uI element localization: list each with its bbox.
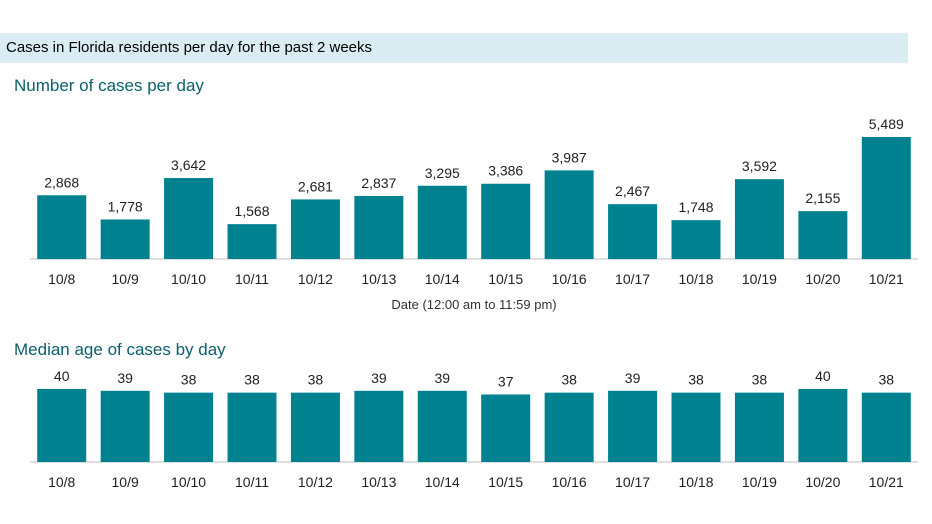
median-age-bar — [37, 389, 87, 462]
cases-tick-label: 10/13 — [361, 271, 396, 287]
median-age-tick-label: 10/13 — [361, 474, 396, 490]
median-age-tick-label: 10/19 — [742, 474, 777, 490]
cases-per-day-chart: 2,868 10/8 1,778 10/9 3,642 10/10 1,568 10/11 2,… — [30, 116, 918, 312]
median-age-bar — [544, 392, 594, 462]
median-age-value-label: 38 — [752, 372, 768, 388]
cases-value-label: 2,837 — [361, 175, 396, 191]
cases-tick-label: 10/10 — [171, 271, 206, 287]
cases-tick-label: 10/18 — [678, 271, 713, 287]
cases-value-label: 3,987 — [552, 149, 587, 165]
median-age-tick-label: 10/21 — [869, 474, 904, 490]
median-age-bar — [100, 390, 150, 462]
chart-banner: Cases in Florida residents per day for t… — [0, 33, 908, 63]
cases-bar — [481, 183, 531, 259]
cases-bar — [544, 170, 594, 259]
cases-bar — [227, 224, 277, 259]
cases-tick-label: 10/9 — [112, 271, 139, 287]
median-age-value-label: 39 — [117, 370, 133, 386]
cases-bar — [861, 137, 911, 259]
median-age-value-label: 40 — [815, 368, 831, 384]
median-age-bar — [481, 394, 531, 462]
median-age-bar — [671, 392, 721, 462]
median-age-tick-label: 10/15 — [488, 474, 523, 490]
cases-tick-label: 10/11 — [235, 271, 269, 287]
median-age-value-label: 38 — [308, 372, 324, 388]
median-age-value-label: 37 — [498, 373, 514, 389]
median-age-bar — [798, 389, 848, 462]
cases-bar — [798, 211, 848, 259]
cases-value-label: 1,568 — [234, 203, 269, 219]
median-age-bar — [290, 392, 340, 462]
cases-tick-label: 10/16 — [552, 271, 587, 287]
cases-tick-label: 10/15 — [488, 271, 523, 287]
median-age-tick-label: 10/20 — [805, 474, 840, 490]
median-age-bar — [861, 392, 911, 462]
cases-tick-label: 10/19 — [742, 271, 777, 287]
median-age-value-label: 40 — [54, 368, 70, 384]
banner-title: Cases in Florida residents per day for t… — [6, 39, 373, 56]
cases-tick-label: 10/21 — [869, 271, 904, 287]
median-age-value-label: 39 — [625, 370, 641, 386]
cases-tick-label: 10/14 — [425, 271, 460, 287]
median-age-value-label: 38 — [688, 372, 704, 388]
cases-value-label: 1,778 — [108, 198, 143, 214]
cases-value-label: 1,748 — [678, 199, 713, 215]
cases-bar — [164, 178, 214, 259]
median-age-chart-title: Median age of cases by day — [14, 340, 226, 359]
median-age-tick-label: 10/9 — [112, 474, 139, 490]
median-age-value-label: 39 — [434, 370, 450, 386]
median-age-value-label: 39 — [371, 370, 387, 386]
median-age-bar — [164, 392, 214, 462]
cases-x-axis-label: Date (12:00 am to 11:59 pm) — [391, 297, 556, 312]
median-age-tick-label: 10/11 — [235, 474, 269, 490]
cases-value-label: 2,155 — [805, 190, 840, 206]
median-age-tick-label: 10/14 — [425, 474, 460, 490]
cases-bar — [608, 204, 658, 259]
cases-tick-label: 10/8 — [48, 271, 75, 287]
median-age-value-label: 38 — [561, 372, 577, 388]
median-age-bar — [227, 392, 277, 462]
median-age-chart: 40 10/8 39 10/9 38 10/10 38 10/11 38 10/12 39 10/13… — [30, 368, 918, 490]
cases-bar — [417, 185, 467, 259]
median-age-tick-label: 10/18 — [678, 474, 713, 490]
cases-value-label: 2,681 — [298, 178, 333, 194]
cases-chart-title: Number of cases per day — [14, 76, 204, 95]
cases-value-label: 3,592 — [742, 158, 777, 174]
median-age-tick-label: 10/12 — [298, 474, 333, 490]
cases-value-label: 2,868 — [44, 174, 79, 190]
median-age-value-label: 38 — [878, 372, 894, 388]
median-age-bar — [354, 390, 404, 462]
cases-value-label: 2,467 — [615, 183, 650, 199]
cases-bar — [734, 179, 784, 259]
median-age-value-label: 38 — [244, 372, 260, 388]
cases-bar — [37, 195, 87, 259]
median-age-tick-label: 10/17 — [615, 474, 650, 490]
cases-bar — [671, 220, 721, 259]
cases-bar — [354, 195, 404, 259]
median-age-bar — [417, 390, 467, 462]
cases-tick-label: 10/17 — [615, 271, 650, 287]
cases-value-label: 5,489 — [869, 116, 904, 132]
median-age-tick-label: 10/10 — [171, 474, 206, 490]
median-age-tick-label: 10/16 — [552, 474, 587, 490]
cases-value-label: 3,642 — [171, 157, 206, 173]
cases-tick-label: 10/20 — [805, 271, 840, 287]
median-age-bar — [734, 392, 784, 462]
median-age-bar — [608, 390, 658, 462]
median-age-tick-label: 10/8 — [48, 474, 75, 490]
cases-tick-label: 10/12 — [298, 271, 333, 287]
cases-value-label: 3,295 — [425, 165, 460, 181]
cases-bar — [290, 199, 340, 259]
median-age-value-label: 38 — [181, 372, 197, 388]
cases-bar — [100, 219, 150, 259]
cases-value-label: 3,386 — [488, 163, 523, 179]
